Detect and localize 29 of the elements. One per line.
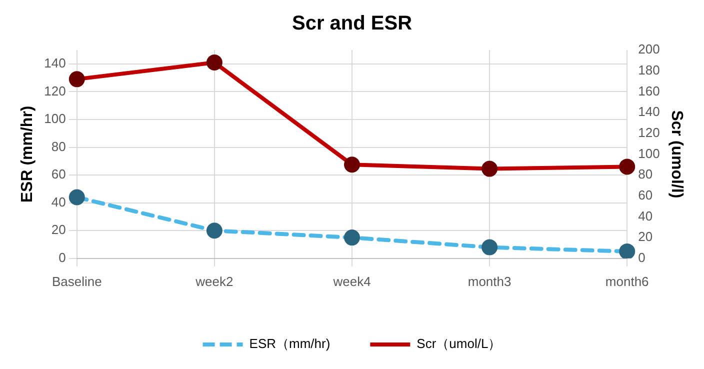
x-tick-label: week4 bbox=[332, 274, 371, 289]
y-tick-label: 40 bbox=[51, 194, 66, 210]
y2-tick-label: 100 bbox=[638, 146, 660, 161]
y-tick-label: 100 bbox=[44, 111, 66, 126]
x-tick-label: month3 bbox=[468, 274, 512, 289]
y2-tick-label: 40 bbox=[638, 208, 653, 224]
y2-tick-label: 160 bbox=[638, 83, 660, 98]
y2-axis-title: Scr (umol/l) bbox=[668, 110, 685, 198]
y-tick-label: 140 bbox=[44, 55, 66, 70]
y-axis-title: ESR (mm/hr) bbox=[19, 106, 36, 203]
y2-tick-label: 200 bbox=[638, 42, 660, 57]
x-tick-label: month6 bbox=[605, 274, 649, 289]
y-tick-label: 0 bbox=[58, 250, 66, 265]
chart-title: Scr and ESR bbox=[292, 12, 413, 35]
x-tick-label: week2 bbox=[194, 274, 234, 289]
y2-tick-label: 20 bbox=[638, 229, 653, 244]
legend-label: Scr（umol/L） bbox=[416, 336, 502, 352]
y-tick-label: 120 bbox=[44, 83, 66, 98]
y2-tick-label: 120 bbox=[638, 124, 660, 140]
y-tick-label: 60 bbox=[51, 166, 66, 182]
y2-tick-label: 60 bbox=[638, 187, 653, 202]
y2-tick-label: 180 bbox=[638, 62, 660, 78]
y-tick-label: 80 bbox=[51, 138, 66, 154]
x-tick-label: Baseline bbox=[52, 274, 102, 289]
y-tick-label: 20 bbox=[51, 222, 66, 238]
y2-tick-label: 140 bbox=[638, 104, 660, 120]
y2-tick-label: 80 bbox=[638, 166, 653, 182]
y2-tick-label: 0 bbox=[638, 250, 646, 265]
legend-label: ESR（mm/hr) bbox=[249, 336, 330, 352]
